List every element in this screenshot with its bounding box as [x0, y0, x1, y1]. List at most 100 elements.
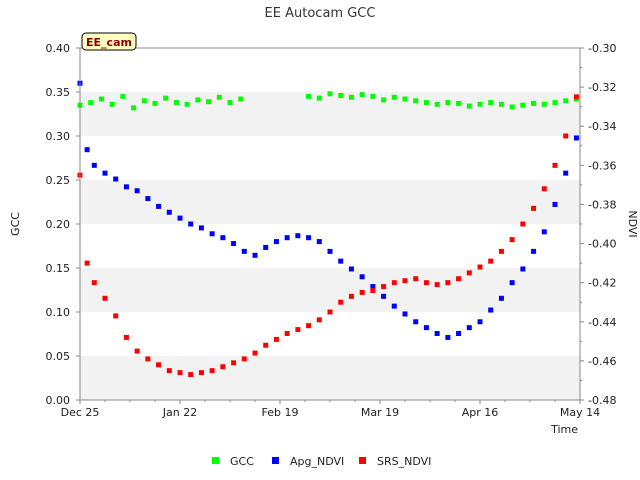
srs-ndvi-point — [284, 331, 290, 337]
y2-tick-label: -0.32 — [588, 81, 616, 94]
srs-ndvi-point — [188, 372, 194, 378]
gcc-point — [423, 100, 429, 106]
apg-ndvi-point — [327, 248, 333, 254]
legend: GCC Apg_NDVI SRS_NDVI — [212, 455, 431, 468]
apg-ndvi-point — [359, 274, 365, 280]
srs-ndvi-point — [370, 287, 376, 293]
gcc-point — [98, 96, 104, 102]
y2-tick-label: -0.40 — [588, 238, 616, 251]
gcc-point — [131, 105, 137, 111]
y2-tick-label: -0.30 — [588, 42, 616, 55]
y2-tick-label: -0.44 — [588, 316, 616, 329]
gcc-point — [413, 98, 419, 104]
srs-ndvi-point — [402, 278, 408, 284]
apg-ndvi-point — [541, 229, 547, 235]
gcc-point — [370, 93, 376, 99]
gcc-point — [184, 101, 190, 107]
apg-ndvi-point — [177, 215, 183, 221]
srs-ndvi-point — [445, 280, 451, 286]
srs-ndvi-point — [531, 205, 537, 211]
apg-ndvi-point — [402, 311, 408, 317]
legend-swatch-srs-ndvi — [359, 457, 366, 464]
chart-title: EE Autocam GCC — [265, 6, 376, 21]
apg-ndvi-point — [370, 284, 376, 290]
gcc-point — [227, 100, 233, 106]
gcc-point — [402, 96, 408, 102]
y2-tick-label: -0.46 — [588, 355, 616, 368]
y-tick-label: 0.25 — [46, 174, 71, 187]
grid-band — [80, 268, 580, 312]
gcc-point — [152, 100, 158, 106]
x-axis: Dec 25 Jan 22 Feb 19 Mar 19 Apr 16 May 14 — [61, 400, 600, 419]
apg-ndvi-point — [263, 244, 269, 250]
y-tick-label: 0.35 — [46, 86, 71, 99]
grid-bands — [80, 92, 580, 400]
gcc-point — [206, 99, 212, 105]
apg-ndvi-point — [381, 293, 387, 299]
y-tick-label: 0.20 — [46, 218, 71, 231]
legend-label-apg-ndvi: Apg_NDVI — [290, 455, 344, 468]
grid-band — [80, 92, 580, 136]
srs-ndvi-point — [381, 284, 387, 290]
apg-ndvi-point — [252, 252, 258, 258]
gcc-point — [381, 97, 387, 103]
apg-ndvi-point — [295, 233, 301, 239]
gcc-point — [445, 100, 451, 106]
legend-swatch-apg-ndvi — [272, 457, 279, 464]
gcc-point — [509, 104, 515, 110]
srs-ndvi-point — [198, 370, 204, 376]
srs-ndvi-point — [231, 360, 237, 366]
y2-tick-label: -0.34 — [588, 120, 616, 133]
apg-ndvi-point — [284, 235, 290, 241]
srs-ndvi-point — [413, 276, 419, 282]
apg-ndvi-point — [466, 325, 472, 331]
srs-ndvi-point — [145, 356, 151, 362]
apg-ndvi-point — [423, 325, 429, 331]
srs-ndvi-point — [563, 133, 569, 139]
srs-ndvi-point — [316, 317, 322, 323]
srs-ndvi-point — [295, 327, 301, 333]
apg-ndvi-point — [91, 162, 97, 168]
apg-ndvi-point — [413, 319, 419, 325]
grid-band — [80, 356, 580, 400]
camera-badge-box — [81, 32, 137, 51]
y2-tick-label: -0.38 — [588, 198, 616, 211]
y-tick-label: 0.00 — [46, 394, 71, 407]
x-tick-label: Dec 25 — [61, 406, 100, 419]
srs-ndvi-point — [434, 282, 440, 288]
y-tick-label: 0.05 — [46, 350, 71, 363]
srs-ndvi-point — [423, 280, 429, 286]
srs-ndvi-point — [134, 348, 140, 354]
apg-ndvi-point — [573, 135, 579, 141]
x-tick-label: Apr 16 — [462, 406, 499, 419]
gcc-point — [88, 100, 94, 106]
srs-ndvi-point — [177, 370, 183, 376]
apg-ndvi-point — [498, 295, 504, 301]
srs-ndvi-point — [166, 368, 172, 374]
srs-ndvi-point — [91, 280, 97, 286]
gcc-point — [477, 101, 483, 107]
y-tick-label: 0.10 — [46, 306, 71, 319]
apg-ndvi-point — [134, 188, 140, 194]
apg-ndvi-point — [209, 231, 215, 237]
srs-ndvi-point — [273, 336, 279, 342]
apg-ndvi-point — [520, 266, 526, 272]
srs-ndvi-point — [488, 258, 494, 264]
srs-ndvi-point — [252, 350, 258, 356]
apg-ndvi-point — [113, 176, 119, 182]
srs-ndvi-point — [84, 260, 90, 266]
gcc-point — [216, 94, 222, 100]
apg-ndvi-point — [434, 331, 440, 337]
apg-ndvi-point — [348, 266, 354, 272]
gcc-point — [173, 100, 179, 106]
gcc-point — [120, 93, 126, 99]
srs-ndvi-point — [520, 221, 526, 227]
y-tick-label: 0.15 — [46, 262, 71, 275]
apg-ndvi-point — [391, 303, 397, 309]
srs-ndvi-point — [456, 276, 462, 282]
gcc-point — [348, 94, 354, 100]
srs-ndvi-point — [241, 356, 247, 362]
gcc-point — [434, 101, 440, 107]
srs-ndvi-point — [498, 248, 504, 254]
apg-ndvi-point — [477, 319, 483, 325]
